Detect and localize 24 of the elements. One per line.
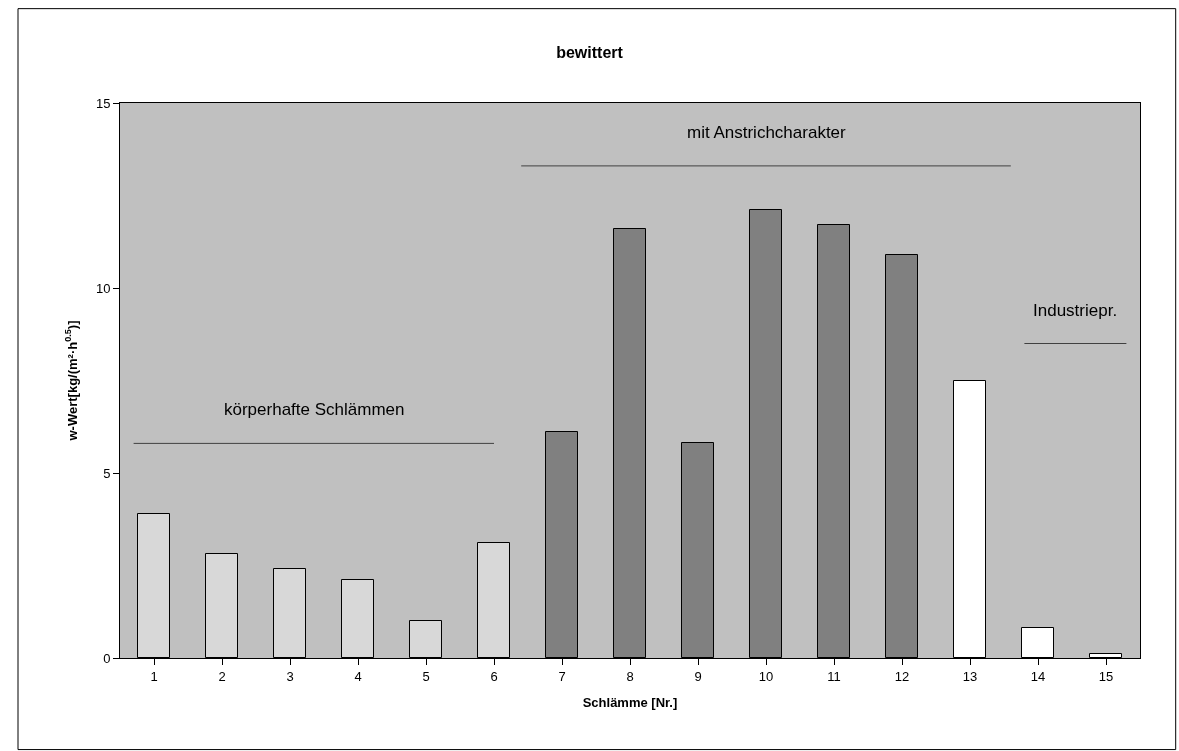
y-tick-label: 15 <box>95 95 111 111</box>
x-tick-label: 4 <box>354 668 362 684</box>
x-tick-label: 14 <box>1030 668 1046 684</box>
x-tick-label: 13 <box>962 668 978 684</box>
x-tick-label: 2 <box>218 668 226 684</box>
x-tick-label: 11 <box>827 668 841 684</box>
x-tick-label: 12 <box>894 668 910 684</box>
series-label: mit Anstrichcharakter <box>687 123 847 142</box>
chart-title: bewittert <box>556 44 624 62</box>
x-axis-title: Schlämme [Nr.] <box>582 695 678 711</box>
x-tick-label: 1 <box>150 668 158 684</box>
y-tick-label: 5 <box>103 465 111 481</box>
x-tick-label: 3 <box>286 668 294 684</box>
x-tick-label: 5 <box>422 668 430 684</box>
x-tick-label: 6 <box>490 668 498 684</box>
x-tick-label: 7 <box>558 668 566 684</box>
x-tick-label: 8 <box>626 668 634 684</box>
series-label: körperhafte Schlämmen <box>224 400 405 419</box>
series-label: Industriepr. <box>1033 301 1118 320</box>
x-tick-label: 9 <box>694 668 702 684</box>
y-tick-label: 10 <box>95 280 111 296</box>
x-tick-label: 10 <box>758 668 774 684</box>
x-tick-label: 15 <box>1098 668 1114 684</box>
y-tick-label: 0 <box>103 650 111 666</box>
